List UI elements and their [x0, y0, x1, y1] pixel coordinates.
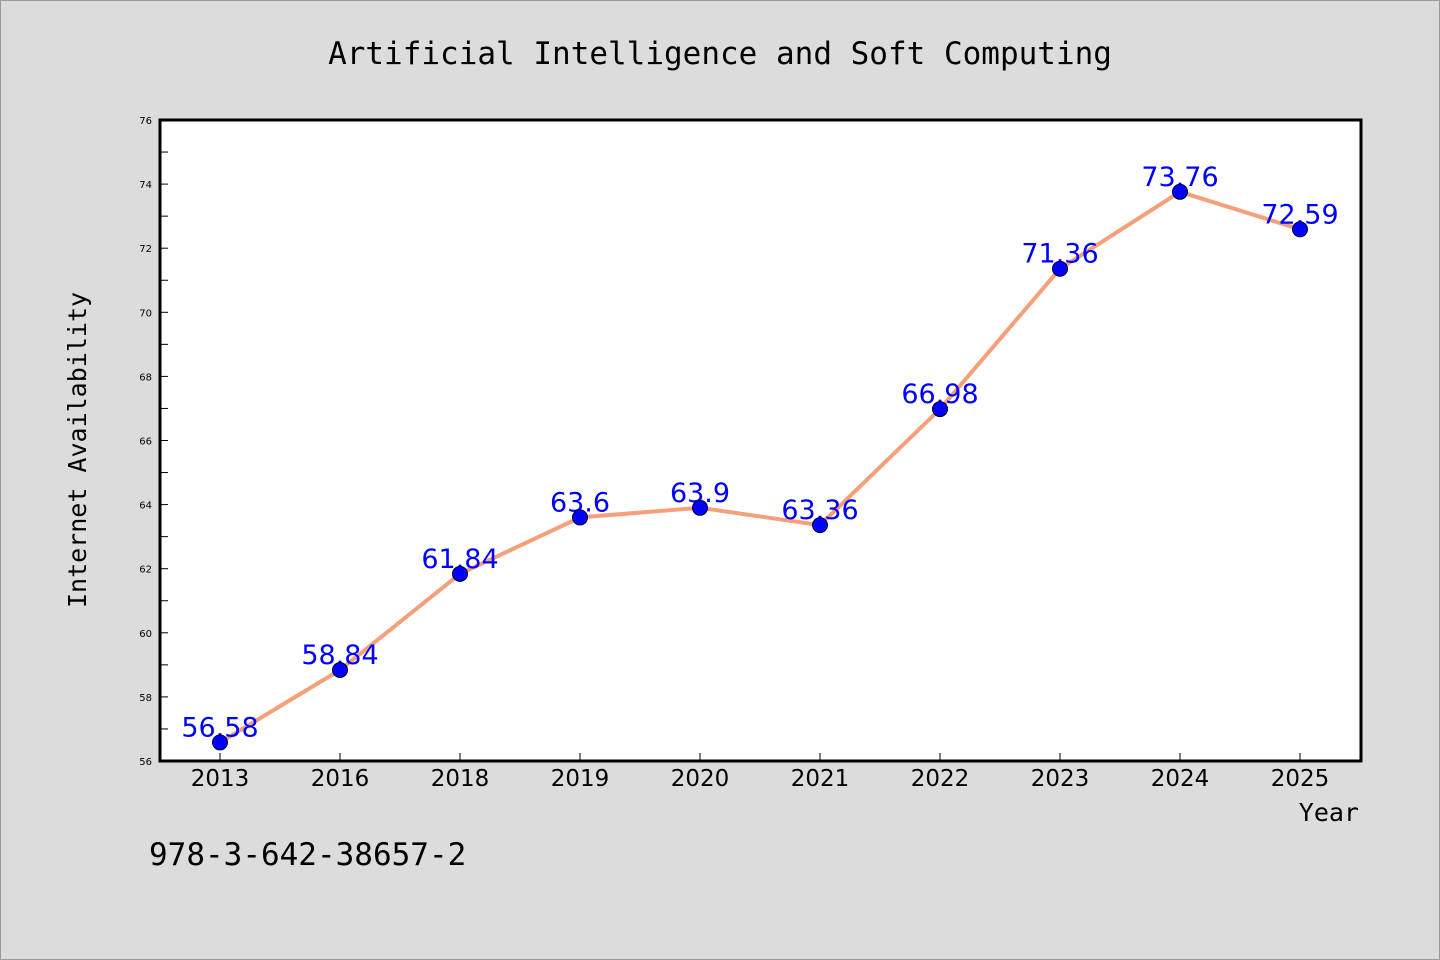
data-point	[452, 565, 468, 582]
x-tick-label: 2018	[431, 766, 490, 792]
x-tick-label: 2024	[1151, 766, 1210, 792]
chart-title: Artificial Intelligence and Soft Computi…	[328, 36, 1112, 72]
y-tick-label: 76	[139, 116, 152, 127]
x-tick-label: 2025	[1271, 766, 1330, 792]
data-point	[1172, 183, 1188, 200]
data-point	[332, 661, 348, 678]
data-point	[1292, 221, 1308, 238]
data-point	[812, 517, 828, 534]
y-tick-label: 70	[139, 308, 152, 319]
y-tick-label: 64	[139, 501, 152, 512]
x-tick-label: 2013	[191, 766, 250, 792]
y-tick-label: 74	[139, 180, 152, 191]
y-tick-label: 62	[139, 565, 152, 576]
y-tick-label: 72	[139, 244, 152, 255]
x-tick-label: 2019	[551, 766, 610, 792]
y-axis: 56 58 60 62 64 66 68 70 72 74 76	[139, 116, 168, 768]
x-tick-label: 2023	[1031, 766, 1090, 792]
data-point	[572, 509, 588, 526]
y-tick-label: 56	[139, 757, 152, 768]
y-tick-label: 66	[139, 437, 152, 448]
data-point	[692, 499, 708, 516]
data-point	[212, 734, 228, 751]
y-tick-label: 58	[139, 693, 152, 704]
x-axis: 2013 2016 2018 2019 2020 2021 2022 2023 2024 2025	[191, 753, 1330, 792]
series-line	[218, 189, 1302, 745]
data-point	[1052, 260, 1068, 277]
y-tick-label: 68	[139, 372, 152, 383]
isbn-footer-text: 978-3-642-38657-2	[149, 837, 466, 873]
y-tick-label: 60	[139, 629, 152, 640]
data-point	[932, 401, 948, 418]
x-tick-label: 2020	[671, 766, 730, 792]
x-axis-title: Year	[1299, 798, 1359, 827]
x-tick-label: 2021	[791, 766, 850, 792]
x-tick-label: 2022	[911, 766, 970, 792]
x-tick-label: 2016	[311, 766, 370, 792]
y-axis-title: Internet Availability	[63, 292, 92, 608]
